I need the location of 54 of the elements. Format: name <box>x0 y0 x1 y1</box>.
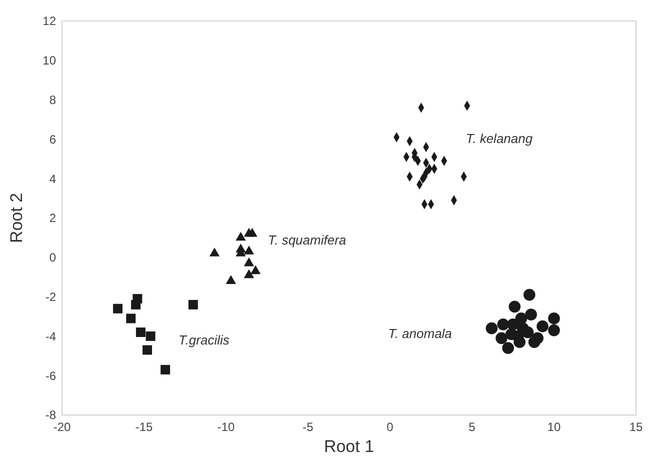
point <box>244 257 254 266</box>
point <box>136 328 146 338</box>
point <box>536 320 548 332</box>
text: T. anomala <box>388 326 452 342</box>
y-tick-label: 10 <box>42 54 56 68</box>
series-label: T. kelanang <box>466 130 534 146</box>
y-tick-label: -4 <box>45 329 56 344</box>
point <box>131 300 141 310</box>
point <box>250 265 261 274</box>
series-label: T. squamifera <box>268 232 346 248</box>
point <box>486 322 498 334</box>
point <box>515 312 528 324</box>
y-tick-label: 0 <box>49 250 56 265</box>
y-tick-label: 2 <box>49 211 56 226</box>
y-tick-label: -6 <box>45 368 56 383</box>
y-tick-label: -8 <box>45 408 56 422</box>
point <box>525 308 537 320</box>
x-tick-label: -15 <box>135 420 153 434</box>
point <box>244 269 254 278</box>
point <box>226 275 236 284</box>
point <box>514 336 526 348</box>
point <box>528 336 540 348</box>
point <box>236 232 246 241</box>
point <box>126 314 136 324</box>
point <box>160 364 170 374</box>
point <box>508 300 521 313</box>
point <box>146 331 156 341</box>
y-tick-label: 6 <box>49 132 56 146</box>
point <box>502 342 514 354</box>
x-tick-label: 5 <box>468 420 476 434</box>
x-tick-label: 10 <box>547 420 561 434</box>
point <box>497 318 510 330</box>
x-tick-label: -10 <box>217 420 235 434</box>
point <box>247 228 258 237</box>
series-label: T.gracilis <box>178 332 230 348</box>
x-tick-label: 0 <box>386 420 394 434</box>
point <box>548 312 560 324</box>
x-tick-label: -5 <box>302 420 314 434</box>
x-tick-label: 15 <box>629 420 643 434</box>
y-tick-label: 4 <box>49 172 56 186</box>
y-tick-label: -2 <box>45 290 56 304</box>
point <box>548 324 560 336</box>
point <box>113 304 123 314</box>
point <box>188 300 198 310</box>
point <box>523 288 536 301</box>
x-tick-label: -20 <box>53 420 71 434</box>
y-axis-title: Root 2 <box>7 192 26 244</box>
point <box>142 345 152 355</box>
x-axis-title: Root 1 <box>324 437 374 456</box>
point <box>496 332 508 344</box>
y-tick-label: 12 <box>42 14 56 28</box>
y-tick-label: 8 <box>49 93 56 107</box>
point <box>209 248 220 256</box>
point <box>244 246 254 254</box>
